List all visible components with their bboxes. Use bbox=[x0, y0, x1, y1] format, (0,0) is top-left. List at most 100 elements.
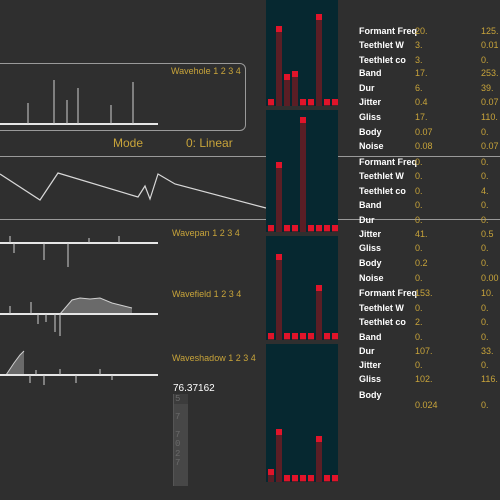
wavefield-graph[interactable] bbox=[0, 290, 170, 340]
param-value-1[interactable]: 20. bbox=[415, 26, 428, 36]
param-label: Band bbox=[359, 332, 382, 342]
histogram-bar-cap bbox=[308, 99, 314, 105]
wavepan-graph[interactable] bbox=[0, 225, 170, 275]
slider-digit: 7 bbox=[175, 412, 181, 422]
histogram-bar bbox=[276, 429, 282, 482]
histogram-bar-cap bbox=[332, 333, 338, 339]
param-label: Body bbox=[359, 390, 382, 400]
param-value-1[interactable]: 0. bbox=[415, 332, 423, 342]
param-value-2[interactable]: 110. bbox=[481, 112, 498, 122]
wavehole-panel bbox=[0, 63, 246, 131]
histogram-bar-cap bbox=[284, 74, 290, 80]
param-value-2[interactable]: 33. bbox=[481, 346, 494, 356]
param-label: Teethlet W bbox=[359, 171, 404, 181]
param-value-2[interactable]: 4. bbox=[481, 186, 489, 196]
param-label: Dur bbox=[359, 346, 375, 356]
waveshadow-graph[interactable] bbox=[0, 345, 170, 395]
histogram-panel[interactable] bbox=[266, 236, 338, 340]
param-value-1[interactable]: 0.024 bbox=[415, 400, 438, 410]
param-value-2[interactable]: 0. bbox=[481, 127, 489, 137]
param-value-1[interactable]: 0.4 bbox=[415, 97, 428, 107]
param-value-1[interactable]: 0. bbox=[415, 171, 423, 181]
histogram-bar-cap bbox=[332, 225, 338, 231]
param-value-1[interactable]: 0. bbox=[415, 360, 423, 370]
param-value-1[interactable]: 17. bbox=[415, 68, 428, 78]
param-value-2[interactable]: 0. bbox=[481, 243, 489, 253]
param-value-2[interactable]: 0. bbox=[481, 215, 489, 225]
param-value-2[interactable]: 0. bbox=[481, 200, 489, 210]
histogram-bar-cap bbox=[316, 435, 322, 442]
param-label: Teethlet co bbox=[359, 317, 406, 327]
histogram-bar-cap bbox=[324, 475, 330, 481]
param-value-1[interactable]: 0. bbox=[415, 186, 423, 196]
histogram-bar bbox=[300, 117, 306, 232]
histogram-panel[interactable] bbox=[266, 344, 338, 482]
param-value-2[interactable]: 0. bbox=[481, 55, 489, 65]
param-value-2[interactable]: 0. bbox=[481, 157, 489, 167]
histogram-bar-cap bbox=[308, 225, 314, 231]
histogram-bar-cap bbox=[268, 99, 274, 105]
param-value-2[interactable]: 0. bbox=[481, 258, 489, 268]
param-label: Teethlet W bbox=[359, 303, 404, 313]
histogram-bar-cap bbox=[332, 475, 338, 481]
param-label: Body bbox=[359, 258, 382, 268]
histogram-bar-cap bbox=[332, 99, 338, 105]
param-value-2[interactable]: 0. bbox=[481, 332, 489, 342]
param-value-2[interactable]: 0. bbox=[481, 303, 489, 313]
histogram-bar bbox=[276, 26, 282, 106]
param-label: Dur bbox=[359, 215, 375, 225]
slider-digit: 2 bbox=[175, 449, 181, 459]
param-value-1[interactable]: 41. bbox=[415, 229, 428, 239]
param-value-1[interactable]: 3. bbox=[415, 40, 423, 50]
param-value-1[interactable]: 0.08 bbox=[415, 141, 433, 151]
param-value-2[interactable]: 0. bbox=[481, 317, 489, 327]
mode-value[interactable]: 0: Linear bbox=[186, 136, 233, 150]
wavehole-spikes[interactable] bbox=[0, 60, 240, 130]
histogram-bar-cap bbox=[268, 468, 274, 475]
param-value-1[interactable]: 0. bbox=[415, 303, 423, 313]
histogram-bar-cap bbox=[300, 117, 306, 124]
param-value-1[interactable]: 107. bbox=[415, 346, 433, 356]
param-value-2[interactable]: 0.01 bbox=[481, 40, 499, 50]
slider-digit: 5 bbox=[175, 394, 181, 404]
param-value-1[interactable]: 2. bbox=[415, 317, 423, 327]
param-value-2[interactable]: 0.5 bbox=[481, 229, 494, 239]
param-value-1[interactable]: 0. bbox=[415, 215, 423, 225]
histogram-bar-cap bbox=[276, 26, 282, 32]
number-readout[interactable]: 76.37162 bbox=[173, 383, 215, 394]
param-value-1[interactable]: 17. bbox=[415, 112, 428, 122]
vertical-slider[interactable]: 5 7 7 0 2 7 bbox=[173, 394, 188, 486]
param-value-2[interactable]: 116. bbox=[481, 374, 498, 384]
param-value-2[interactable]: 253. bbox=[481, 68, 499, 78]
param-value-1[interactable]: 0. bbox=[415, 243, 423, 253]
param-value-1[interactable]: 102. bbox=[415, 374, 433, 384]
histogram-bar-cap bbox=[292, 71, 298, 77]
param-value-2[interactable]: 125. bbox=[481, 26, 499, 36]
divider-2 bbox=[0, 219, 266, 220]
param-value-1[interactable]: 3. bbox=[415, 55, 423, 65]
param-value-1[interactable]: 0. bbox=[415, 200, 423, 210]
histogram-panel[interactable] bbox=[266, 0, 338, 106]
param-value-1[interactable]: 0. bbox=[415, 157, 423, 167]
param-label: Band bbox=[359, 200, 382, 210]
envelope-graph[interactable] bbox=[0, 160, 267, 220]
param-value-1[interactable]: 0.07 bbox=[415, 127, 433, 137]
histogram-bar-cap bbox=[292, 225, 298, 231]
param-value-2[interactable]: 39. bbox=[481, 83, 494, 93]
param-value-2[interactable]: 0. bbox=[481, 360, 489, 370]
param-value-1[interactable]: 0. bbox=[415, 273, 423, 283]
param-value-2[interactable]: 0.07 bbox=[481, 97, 499, 107]
histogram-panel[interactable] bbox=[266, 110, 338, 232]
param-value-2[interactable]: 10. bbox=[481, 288, 494, 298]
param-value-1[interactable]: 6. bbox=[415, 83, 423, 93]
param-value-2[interactable]: 0.00 bbox=[481, 273, 499, 283]
slider-fill bbox=[174, 404, 188, 486]
histogram-bar-cap bbox=[268, 333, 274, 339]
param-value-2[interactable]: 0. bbox=[481, 171, 489, 181]
param-value-2[interactable]: 0.07 bbox=[481, 141, 499, 151]
param-value-2[interactable]: 0. bbox=[481, 400, 489, 410]
param-value-1[interactable]: 0.2 bbox=[415, 258, 428, 268]
param-value-1[interactable]: 153. bbox=[415, 288, 433, 298]
slider-digit: 7 bbox=[175, 430, 181, 440]
histogram-bar-cap bbox=[316, 14, 322, 20]
